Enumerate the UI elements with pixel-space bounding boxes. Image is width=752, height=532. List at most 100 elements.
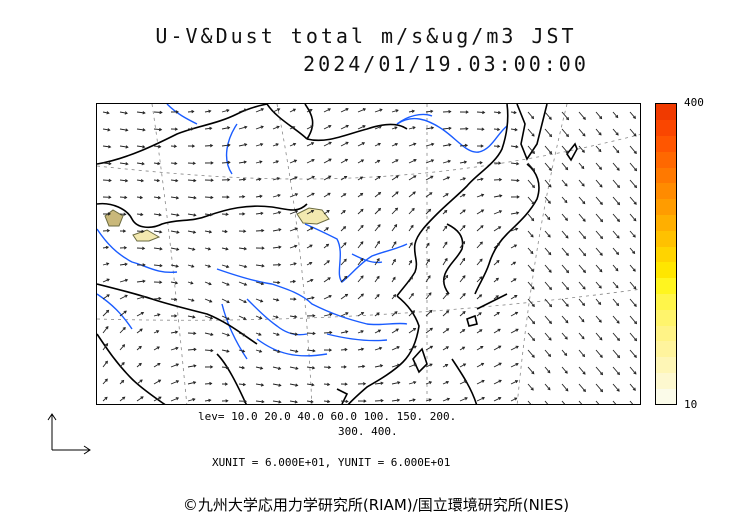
wind-vector	[357, 225, 364, 232]
wind-vector-head	[106, 262, 110, 266]
colorbar-segment	[656, 293, 676, 310]
wind-vector-head	[397, 363, 401, 367]
wind-vector-head	[564, 200, 568, 204]
wind-vector-head	[241, 365, 246, 370]
wind-vector-head	[464, 143, 469, 148]
wind-vector	[578, 247, 586, 256]
wind-vector	[221, 349, 229, 352]
wind-vector-head	[175, 397, 180, 401]
wind-vector	[476, 346, 484, 351]
wind-vector-head	[174, 297, 178, 302]
wind-vector-head	[193, 364, 197, 368]
wind-vector-head	[515, 362, 519, 366]
wind-vector-head	[515, 345, 519, 349]
wind-vector-head	[325, 227, 329, 231]
wind-vector	[527, 196, 535, 205]
colorbar-segment	[656, 167, 676, 184]
wind-vector-head	[531, 303, 535, 308]
wind-vector-head	[158, 396, 162, 400]
wind-vector-head	[345, 124, 349, 128]
wind-vector	[323, 175, 331, 181]
wind-vector-head	[311, 192, 315, 196]
wind-vector	[527, 366, 535, 374]
wind-vector-head	[412, 310, 416, 314]
wind-vector-head	[227, 178, 231, 182]
wind-vector-head	[362, 364, 366, 369]
wind-vector	[306, 210, 314, 215]
wind-vector-head	[108, 178, 112, 183]
wind-vector	[187, 264, 194, 268]
wind-vector	[136, 379, 143, 385]
wind-vector-head	[258, 349, 263, 353]
wind-vector-head	[294, 315, 298, 319]
wind-vector	[459, 397, 468, 402]
wind-vector	[612, 315, 620, 324]
wind-vector-head	[311, 296, 315, 300]
wind-vector	[357, 142, 365, 147]
wind-vector-head	[124, 178, 129, 183]
wind-vector-head	[209, 365, 214, 369]
wind-vector	[612, 383, 620, 392]
wind-vector-head	[294, 193, 299, 197]
wind-vector	[425, 110, 433, 113]
wind-vector-head	[311, 142, 315, 146]
wind-vector	[323, 313, 332, 317]
wind-vector-head	[175, 196, 180, 200]
wind-vector	[153, 213, 162, 216]
wind-vector-head	[498, 210, 503, 214]
wind-vector-head	[481, 396, 485, 400]
wind-vector-head	[413, 345, 417, 349]
wind-vector-head	[548, 320, 552, 325]
wind-vector	[612, 145, 620, 153]
wind-vector	[510, 278, 517, 283]
wind-vector	[442, 144, 451, 147]
wind-vector-head	[598, 301, 602, 306]
wind-vector-head	[157, 362, 161, 366]
wind-vector	[102, 128, 110, 131]
wind-vector-head	[462, 209, 466, 213]
wind-vector	[629, 400, 634, 404]
wind-vector	[612, 179, 620, 188]
wind-vector	[255, 195, 262, 198]
wind-vector-head	[448, 110, 452, 114]
wind-vector	[340, 348, 347, 351]
wind-vector-head	[123, 212, 127, 216]
wind-vector-head	[462, 257, 466, 262]
wind-vector-head	[294, 400, 298, 404]
wind-vector-head	[311, 158, 315, 162]
wind-vector	[595, 315, 602, 323]
wind-vector	[340, 294, 348, 300]
wind-vector-head	[193, 178, 197, 183]
wind-vector	[425, 209, 431, 215]
wind-vector	[255, 315, 262, 319]
wind-vector	[306, 244, 313, 249]
wind-vector	[578, 349, 585, 357]
wind-vector-head	[548, 151, 553, 155]
wind-vector-head	[310, 209, 315, 213]
wind-vector	[408, 310, 415, 317]
wind-vector	[323, 366, 331, 368]
wind-vector	[136, 179, 144, 182]
wind-vector-head	[105, 245, 110, 250]
wind-vector-head	[429, 363, 433, 367]
wind-vector-head	[616, 202, 621, 206]
wind-vector-head	[395, 175, 399, 179]
wind-vector	[323, 383, 330, 386]
wind-vector-head	[107, 128, 111, 132]
wind-vector-head	[243, 399, 247, 403]
wind-vector-head	[176, 230, 180, 234]
wind-vector-head	[582, 371, 586, 375]
wind-vector-head	[309, 244, 313, 248]
wind-vector-head	[360, 257, 364, 262]
wind-vector-head	[192, 397, 196, 402]
wind-vector-head	[138, 345, 142, 349]
wind-vector-head	[581, 165, 585, 170]
wind-vector	[408, 175, 417, 181]
wind-vector	[408, 293, 414, 300]
wind-vector-head	[378, 346, 383, 350]
wind-vector	[357, 293, 364, 300]
wind-vector	[306, 400, 313, 403]
wind-vector	[493, 379, 502, 385]
wind-vector	[425, 275, 431, 283]
wind-vector	[272, 177, 280, 181]
